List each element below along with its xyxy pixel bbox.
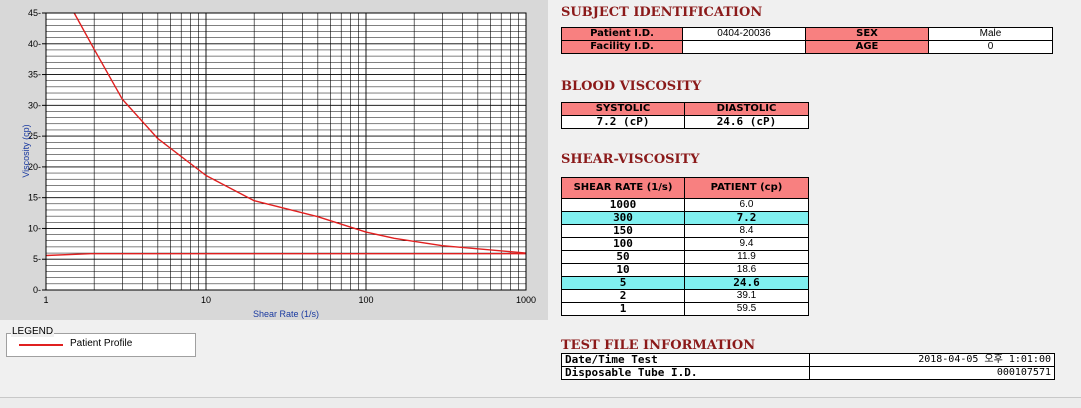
x-tick-label: 1000 (516, 295, 536, 305)
y-tick-label: 0- (33, 285, 41, 295)
table-header-row: SHEAR RATE (1/s) PATIENT (cp) (561, 177, 809, 199)
patient-cp-cell: 59.5 (684, 302, 809, 316)
diastolic-label: DIASTOLIC (684, 102, 809, 116)
viscosity-chart: 0- 5- 10- 15- 20- 25- 30- 35- 40- 45- 1 10 100 1000 S… (0, 0, 548, 320)
patient-cp-cell: 39.1 (684, 289, 809, 303)
x-tick-label: 1 (43, 295, 48, 305)
plot-area (46, 13, 526, 290)
table-row: 150 8.4 (561, 224, 809, 238)
diastolic-value: 24.6 (cP) (684, 115, 809, 129)
patient-cp-header: PATIENT (cp) (684, 177, 809, 199)
date-time-value: 2018-04-05 오후 1:01:00 (809, 353, 1055, 367)
age-label: AGE (805, 40, 929, 54)
subject-title: SUBJECT IDENTIFICATION (561, 5, 763, 20)
table-row: SYSTOLIC DIASTOLIC (561, 102, 809, 116)
y-tick-label: 10- (28, 223, 41, 233)
table-row: Facility I.D. AGE 0 (561, 40, 1053, 54)
reference-line (45, 252, 526, 257)
table-row-highlighted: 300 7.2 (561, 211, 809, 225)
shear-viscosity-title: SHEAR-VISCOSITY (561, 152, 700, 167)
table-row: 1 59.5 (561, 302, 809, 316)
y-tick-label: 5- (33, 254, 41, 264)
y-tick-label: 40- (28, 39, 41, 49)
shear-viscosity-table: SHEAR RATE (1/s) PATIENT (cp) 1000 6.0 30… (561, 177, 809, 316)
shear-rate-cell: 50 (561, 250, 685, 264)
x-axis-label: Shear Rate (1/s) (253, 309, 319, 319)
systolic-value: 7.2 (cP) (561, 115, 685, 129)
blood-viscosity-title: BLOOD VISCOSITY (561, 79, 702, 94)
facility-id-label: Facility I.D. (561, 40, 683, 54)
plot-frame (45, 12, 527, 291)
patient-cp-cell: 11.9 (684, 250, 809, 264)
shear-rate-cell: 1 (561, 302, 685, 316)
status-bar (0, 397, 1081, 408)
table-row: 2 39.1 (561, 289, 809, 303)
test-file-table: Date/Time Test 2018-04-05 오후 1:01:00 Dis… (561, 353, 1055, 380)
table-row: 7.2 (cP) 24.6 (cP) (561, 115, 809, 129)
table-row: 50 11.9 (561, 250, 809, 264)
shear-rate-cell: 300 (561, 211, 685, 225)
chart-grid (46, 13, 526, 290)
table-row: Patient I.D. 0404-20036 SEX Male (561, 27, 1053, 41)
y-tick-label: 30- (28, 100, 41, 110)
legend-title: LEGEND (11, 326, 55, 337)
y-tick-label: 15- (28, 193, 41, 203)
chart-svg: 0- 5- 10- 15- 20- 25- 30- 35- 40- 45- 1 10 100 1000 S… (21, 8, 536, 319)
patient-cp-cell: 18.6 (684, 263, 809, 277)
patient-cp-cell: 8.4 (684, 224, 809, 238)
table-row: Disposable Tube I.D. 000107571 (561, 366, 1055, 380)
y-tick-label: 35- (28, 70, 41, 80)
chart-ticks: 0- 5- 10- 15- 20- 25- 30- 35- 40- 45- 1 10 100 1000 (28, 8, 536, 305)
y-axis-label: Viscosity (cp) (21, 124, 31, 177)
legend-label: Patient Profile (70, 338, 133, 349)
shear-rate-cell: 2 (561, 289, 685, 303)
patient-id-value: 0404-20036 (682, 27, 806, 41)
facility-id-value (682, 40, 806, 54)
patient-id-label: Patient I.D. (561, 27, 683, 41)
patient-cp-cell: 6.0 (684, 198, 809, 212)
date-time-label: Date/Time Test (561, 353, 810, 367)
patient-profile-line (73, 12, 527, 254)
legend: LEGEND Patient Profile (6, 326, 196, 357)
blood-viscosity-table: SYSTOLIC DIASTOLIC 7.2 (cP) 24.6 (cP) (561, 102, 809, 129)
patient-cp-cell: 9.4 (684, 237, 809, 251)
subject-table: Patient I.D. 0404-20036 SEX Male Facilit… (561, 27, 1053, 54)
chart-series (45, 12, 527, 257)
y-tick-label: 20- (28, 162, 41, 172)
age-value: 0 (928, 40, 1053, 54)
sex-label: SEX (805, 27, 929, 41)
test-file-title: TEST FILE INFORMATION (561, 338, 756, 353)
y-tick-label: 25- (28, 131, 41, 141)
x-tick-label: 100 (358, 295, 373, 305)
shear-rate-cell: 100 (561, 237, 685, 251)
patient-cp-cell: 24.6 (684, 276, 809, 290)
shear-rate-cell: 1000 (561, 198, 685, 212)
shear-rate-cell: 10 (561, 263, 685, 277)
sex-value: Male (928, 27, 1053, 41)
shear-rate-header: SHEAR RATE (1/s) (561, 177, 685, 199)
table-row: Date/Time Test 2018-04-05 오후 1:01:00 (561, 353, 1055, 367)
patient-cp-cell: 7.2 (684, 211, 809, 225)
table-row-highlighted: 5 24.6 (561, 276, 809, 290)
x-tick-label: 10 (201, 295, 211, 305)
shear-rate-cell: 150 (561, 224, 685, 238)
tube-id-label: Disposable Tube I.D. (561, 366, 810, 380)
legend-line-swatch (19, 344, 63, 346)
table-row: 10 18.6 (561, 263, 809, 277)
tube-id-value: 000107571 (809, 366, 1055, 380)
table-row: 1000 6.0 (561, 198, 809, 212)
y-tick-label: 45- (28, 8, 41, 18)
systolic-label: SYSTOLIC (561, 102, 685, 116)
table-row: 100 9.4 (561, 237, 809, 251)
shear-rate-cell: 5 (561, 276, 685, 290)
